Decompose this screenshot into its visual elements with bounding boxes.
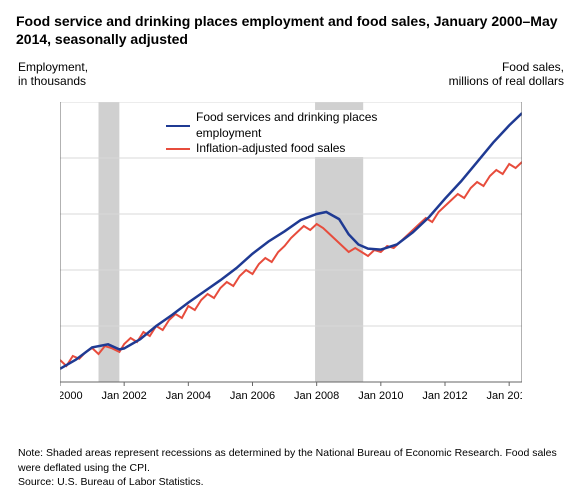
svg-text:Jan 2006: Jan 2006	[230, 390, 275, 402]
legend-label-employment: Food services and drinking places employ…	[196, 110, 386, 141]
svg-text:Jan 2002: Jan 2002	[102, 390, 147, 402]
svg-text:Jan 2012: Jan 2012	[422, 390, 467, 402]
legend-swatch-sales	[166, 148, 190, 150]
chart-container: Food service and drinking places employm…	[0, 0, 582, 501]
legend-swatch-employment	[166, 125, 190, 127]
chart-title: Food service and drinking places employm…	[16, 12, 566, 48]
svg-text:Jan 2010: Jan 2010	[358, 390, 403, 402]
svg-text:Jan 2008: Jan 2008	[294, 390, 339, 402]
chart-plot-area: 8,0008,5509,1009,65010,20010,75014,00015…	[60, 102, 522, 422]
legend-item-employment: Food services and drinking places employ…	[166, 110, 386, 141]
y-right-axis-label: Food sales, millions of real dollars	[449, 60, 564, 88]
svg-text:Jan 2004: Jan 2004	[166, 390, 211, 402]
svg-text:Jan 2000: Jan 2000	[60, 390, 83, 402]
chart-footnote: Note: Shaded areas represent recessions …	[18, 446, 564, 489]
legend-label-sales: Inflation-adjusted food sales	[196, 141, 345, 157]
y-left-axis-label: Employment, in thousands	[18, 60, 88, 88]
svg-text:Jan 2014: Jan 2014	[487, 390, 522, 402]
legend-item-sales: Inflation-adjusted food sales	[166, 141, 386, 157]
chart-legend: Food services and drinking places employ…	[166, 110, 386, 157]
